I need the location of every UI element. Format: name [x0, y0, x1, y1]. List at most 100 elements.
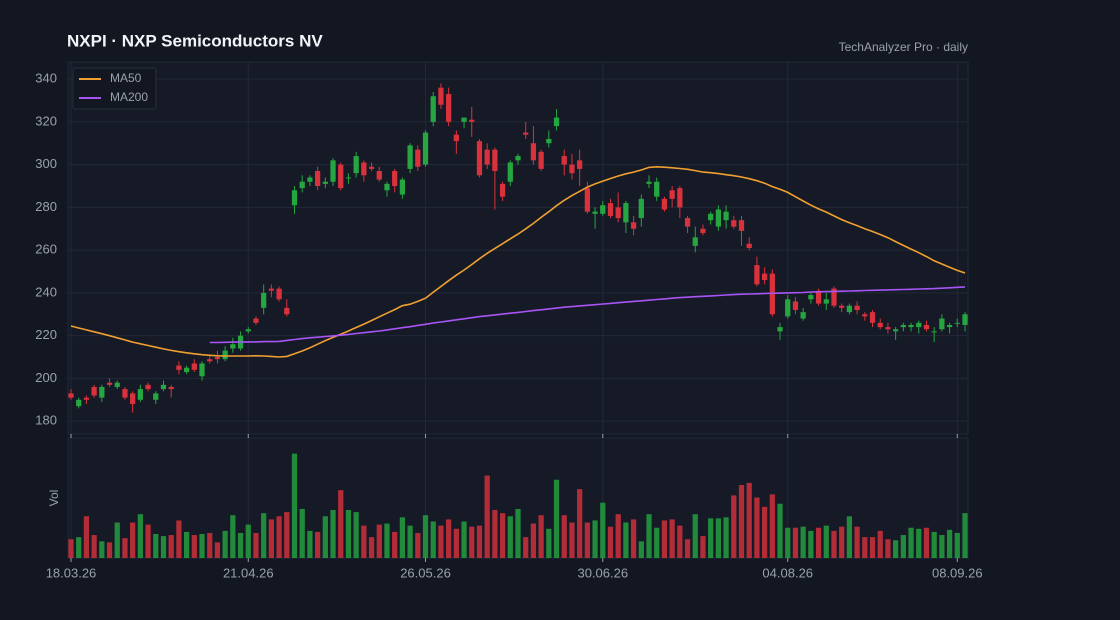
volume-bar: [307, 530, 313, 558]
price-panel: [67, 61, 969, 435]
candle-body: [808, 295, 814, 300]
candle-body: [854, 305, 860, 310]
legend-label: MA200: [110, 90, 148, 104]
candle-body: [553, 117, 560, 127]
volume-bar: [931, 531, 937, 558]
y-tick-label: 180: [35, 413, 57, 428]
candle-body: [615, 207, 621, 219]
volume-bar: [762, 506, 768, 558]
candle-body: [515, 156, 521, 161]
candle-body: [600, 205, 606, 214]
volume-bar: [446, 519, 452, 558]
y-tick-label: 260: [35, 242, 57, 257]
volume-bar: [315, 531, 321, 558]
candle-body: [368, 166, 375, 169]
volume-bar: [785, 527, 791, 558]
volume-bar: [561, 515, 567, 558]
candle-body: [607, 203, 614, 216]
candle-body: [708, 213, 714, 221]
candle-body: [746, 243, 752, 248]
candle-body: [130, 393, 136, 405]
volume-bar: [261, 513, 267, 558]
candle-body: [923, 324, 930, 330]
volume-bar: [854, 526, 860, 558]
volume-bar: [877, 530, 883, 558]
candle-body: [738, 220, 745, 231]
volume-bar: [615, 514, 621, 558]
volume-bar: [754, 497, 760, 558]
volume-bar: [900, 535, 906, 558]
candle-body: [199, 363, 205, 377]
candle-body: [715, 209, 721, 227]
volume-bar: [207, 532, 213, 558]
candle-body: [438, 87, 444, 105]
volume-bar: [893, 540, 899, 558]
volume-bar: [176, 520, 182, 558]
candle-body: [361, 162, 367, 176]
candle-body: [299, 181, 305, 189]
candle-body: [900, 324, 906, 328]
volume-bar: [792, 527, 799, 558]
candle-body: [623, 203, 629, 223]
candle-body: [762, 273, 768, 281]
candle-body: [415, 149, 421, 167]
volume-bar: [700, 536, 706, 558]
candle-body: [76, 399, 82, 407]
candle-body: [916, 322, 922, 328]
volume-bar: [846, 516, 853, 558]
volume-bar: [600, 502, 606, 558]
volume-bar: [962, 513, 968, 558]
candle-body: [106, 382, 113, 385]
candle-body: [230, 344, 236, 349]
candle-body: [276, 288, 282, 300]
volume-bar: [723, 517, 729, 558]
candle-body: [353, 156, 359, 174]
volume-bar: [469, 526, 475, 558]
volume-bar: [199, 534, 205, 558]
candle-body: [731, 220, 737, 227]
candle-body: [792, 301, 799, 310]
volume-bar: [422, 515, 429, 558]
volume-bar: [415, 532, 421, 558]
volume-bar: [299, 508, 305, 558]
candle-body: [461, 117, 467, 122]
volume-bar: [577, 489, 583, 558]
volume-bar: [399, 517, 406, 558]
x-tick-label: 08.09.26: [932, 565, 983, 580]
candle-body: [692, 237, 698, 246]
volume-bar: [684, 539, 691, 558]
candle-body: [499, 183, 506, 197]
candle-body: [677, 188, 683, 208]
y-tick-label: 300: [35, 156, 57, 171]
candle-body: [592, 211, 598, 214]
volume-bar: [122, 538, 128, 558]
candle-body: [723, 211, 729, 221]
candle-body: [284, 307, 290, 315]
chart-title: NXPI · NXP Semiconductors NV: [67, 31, 323, 50]
volume-bar: [268, 519, 274, 558]
candle-body: [384, 183, 390, 191]
y-tick-label: 200: [35, 370, 57, 385]
candle-body: [392, 171, 398, 186]
candle-body: [315, 171, 321, 186]
volume-axis-label: Vol: [47, 490, 61, 507]
candle-body: [846, 305, 853, 313]
volume-bar: [923, 527, 930, 558]
volume-bar: [646, 514, 652, 558]
volume-bar: [338, 490, 344, 558]
volume-bar: [569, 522, 575, 558]
volume-bar: [738, 484, 745, 558]
candle-body: [83, 397, 90, 400]
volume-bar: [869, 537, 876, 558]
candle-body: [962, 314, 968, 325]
volume-bar: [954, 532, 960, 558]
volume-bar: [515, 508, 521, 558]
volume-bar: [245, 524, 251, 558]
candle-body: [939, 318, 945, 330]
volume-bar: [638, 541, 644, 558]
volume-bar: [145, 524, 151, 558]
candle-body: [261, 292, 267, 308]
candle-body: [831, 288, 837, 306]
candle-body: [908, 324, 914, 328]
candle-body: [661, 198, 668, 210]
